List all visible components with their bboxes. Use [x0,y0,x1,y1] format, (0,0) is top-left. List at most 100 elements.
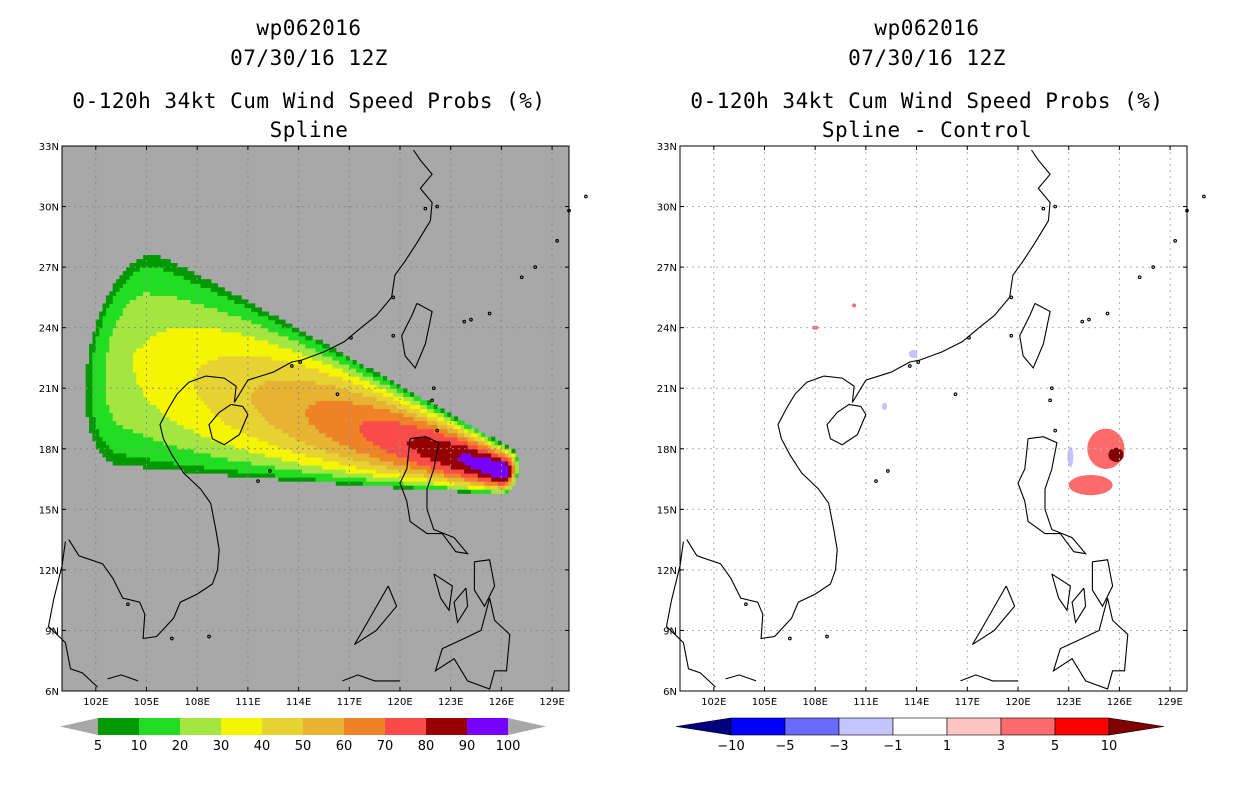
colorbar-label: 40 [254,739,271,754]
field-cell [352,420,357,426]
field-cell [143,287,148,292]
field-cell [237,412,242,418]
coastline [353,585,398,646]
field-cell [234,359,239,365]
field-cell [132,307,137,313]
field-cell [234,343,239,349]
field-cell [160,388,164,393]
field-cell [359,400,364,405]
field-cell [187,323,192,329]
field-cell [237,372,242,377]
field-cell [146,460,151,466]
field-cell [403,424,408,430]
field-cell [132,412,137,418]
field-cell [207,315,212,321]
field-cell [126,343,131,349]
field-cell [183,347,188,353]
field-cell [200,436,205,442]
field-cell [197,327,202,333]
field-cell [122,460,127,466]
field-cell [356,473,361,478]
field-cell [203,311,208,317]
island [423,206,428,211]
field-cell [366,384,371,389]
field-cell [295,355,300,361]
field-cell [264,400,269,405]
field-cell [325,448,330,454]
field-cell [173,444,178,450]
field-cell [369,396,374,401]
colorbar-segment [946,717,1002,736]
field-cell [116,380,121,385]
field-cell [298,335,303,341]
field-cell [183,299,188,305]
field-cell [254,351,259,357]
field-cell [349,408,354,414]
field-cell [393,416,398,422]
field-cell [460,456,465,462]
field-cell [251,412,256,418]
field-cell [301,436,306,442]
field-cell [227,380,232,385]
field-cell [197,291,202,296]
field-cell [237,396,242,401]
field-cell [278,432,283,438]
field-cell [190,271,195,276]
field-cell [126,368,131,373]
field-cell [231,351,235,357]
field-cell [139,444,144,450]
field-cell [197,335,202,341]
field-cell [423,408,428,414]
field-cell [268,444,273,450]
field-cell [187,271,192,276]
field-cell [149,343,154,349]
field-cell [460,473,465,478]
field-cell [339,384,344,389]
field-cell [180,323,185,329]
storm-id-title: wp062016 [256,16,362,40]
field-cell [440,460,445,466]
field-cell [369,408,374,414]
field-cell [153,359,158,365]
field-cell [173,368,178,373]
field-cell [146,388,151,393]
field-cell [362,464,367,470]
field-cell [413,400,418,405]
field-cell [149,323,154,329]
field-cell [207,311,212,317]
field-cell [112,299,117,305]
field-cell [210,307,215,313]
field-cell [146,396,151,401]
field-cell [234,376,239,381]
field-cell [173,271,178,276]
field-cell [291,380,296,385]
field-cell [220,412,225,418]
field-cell [163,343,168,349]
field-cell [447,432,452,438]
field-cell [214,299,219,305]
field-cell [217,392,222,397]
field-cell [156,396,161,401]
field-cell [116,279,121,284]
field-cell [470,448,475,454]
field-cell [187,287,192,292]
field-cell [312,368,317,373]
field-cell [247,448,252,454]
field-cell [234,428,239,434]
field-cell [173,372,178,377]
field-cell [170,359,175,365]
field-cell [170,416,175,422]
field-cell [200,396,205,401]
field-cell [376,448,381,454]
field-cell [234,464,239,470]
field-cell [420,436,425,442]
field-cell [149,424,154,430]
field-cell [410,456,415,462]
field-cell [433,432,438,438]
field-cell [443,448,448,454]
field-cell [149,368,154,373]
field-cell [207,351,212,357]
field-cell [484,440,489,446]
field-cell [244,392,249,397]
field-cell [126,460,131,466]
